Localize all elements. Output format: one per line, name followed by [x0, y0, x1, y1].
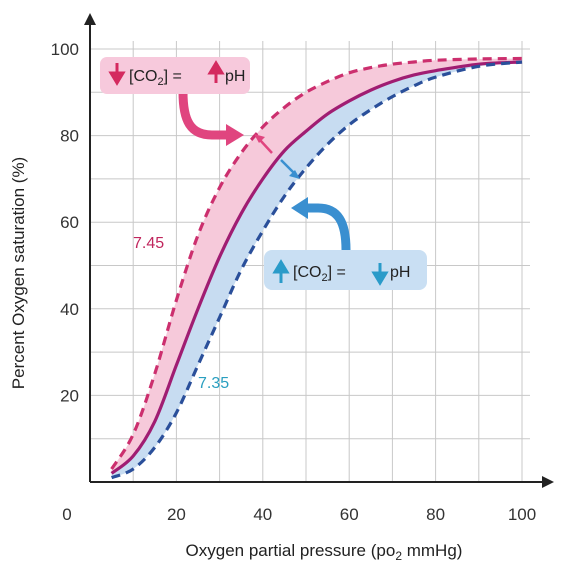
label-745: 7.45 [133, 235, 164, 252]
y-tick-label: 80 [60, 127, 79, 146]
right-shift-pointer-arrowhead [291, 197, 308, 219]
right-shift-ph-text: pH [390, 264, 410, 281]
x-tick-label: 60 [340, 505, 359, 524]
tick-labels: 20 40 60 80 100 0 20 40 60 80 100 [51, 40, 537, 524]
x-tick-label: 80 [426, 505, 445, 524]
x-tick-label: 40 [253, 505, 272, 524]
co2-up-arrow-icon [272, 259, 290, 283]
series-line-1 [110, 60, 523, 475]
left-shift-ph-text: pH [225, 68, 245, 85]
y-tick-label: 60 [60, 213, 79, 232]
series-line-2 [111, 60, 523, 480]
shift-bands [111, 58, 522, 478]
right-shift-band [111, 61, 522, 478]
ph-up-arrow-icon [207, 60, 225, 83]
left-shift-co2-text: [CO2] = [129, 68, 182, 88]
right-shift-box [264, 250, 427, 290]
shift-indicators [254, 134, 300, 179]
left-shift-pointer-arrow [178, 91, 228, 140]
series-lines [110, 56, 523, 480]
y-tick-label: 20 [60, 386, 79, 405]
axes [84, 13, 554, 488]
x-axis-arrowhead [542, 476, 554, 488]
right-shift-annotation: [CO2] = pH [264, 197, 427, 290]
left-shift-annotation: [CO2] = pH [100, 57, 250, 146]
x-tick-label-origin: 0 [62, 505, 71, 524]
right-shift-pointer-arrow [305, 203, 351, 251]
shift-down-indicator-head [289, 170, 300, 179]
shift-up-indicator-head [254, 134, 265, 143]
shift-down-indicator-icon [280, 159, 295, 174]
label-735: 7.35 [198, 375, 229, 392]
x-tick-label: 20 [167, 505, 186, 524]
right-shift-co2-text: [CO2] = [293, 264, 346, 284]
x-axis-title: Oxygen partial pressure (po2 mmHg) [186, 541, 463, 563]
left-shift-band [111, 58, 522, 474]
shift-up-indicator-icon [259, 139, 273, 154]
co2-down-arrow-icon [108, 63, 126, 86]
ph-down-arrow-icon [371, 263, 389, 286]
left-shift-pointer-arrowhead [226, 124, 244, 146]
x-tick-label: 100 [508, 505, 536, 524]
series-line-0 [110, 56, 523, 470]
y-tick-label: 100 [51, 40, 79, 59]
y-axis-arrowhead [84, 13, 96, 25]
y-axis-title: Percent Oxygen saturation (%) [9, 157, 28, 389]
y-tick-label: 40 [60, 300, 79, 319]
